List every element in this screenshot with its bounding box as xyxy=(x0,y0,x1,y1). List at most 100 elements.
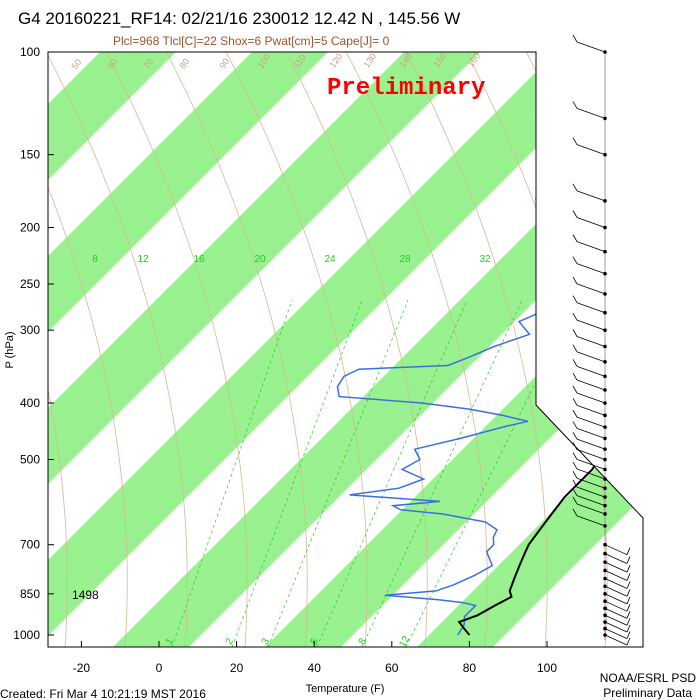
y-axis-label: P (hPa) xyxy=(4,331,16,368)
wind-barb xyxy=(572,234,607,254)
x-tick-label: 40 xyxy=(308,661,322,675)
moist-band xyxy=(417,421,643,647)
plot-frame xyxy=(47,51,644,648)
dry-adiabat-label: 90 xyxy=(217,56,231,70)
dry-adiabat-curve xyxy=(225,52,368,647)
wind-barb xyxy=(572,398,607,418)
wind-barb xyxy=(603,560,631,573)
dewpoint-line xyxy=(336,245,620,636)
y-tick-label: 700 xyxy=(20,538,40,552)
mixing-ratio-label: 5 xyxy=(309,636,322,647)
mixing-ratio-label: 32 xyxy=(479,254,491,265)
dry-adiabat-label: 120 xyxy=(327,52,344,70)
dry-adiabat-label: 70 xyxy=(141,57,155,71)
dry-adiabat-label: 130 xyxy=(361,51,378,69)
wind-barb xyxy=(572,295,607,315)
x-axis-label: Temperature (F) xyxy=(306,683,385,695)
mixing-ratio-label: 8 xyxy=(357,636,370,647)
mixing-ratio-label: 3 xyxy=(260,636,273,647)
wind-barb xyxy=(572,452,607,472)
mixing-ratio-label: 8 xyxy=(92,254,98,265)
y-tick-label: 100 xyxy=(20,45,40,59)
wind-barb xyxy=(572,256,607,276)
wind-barb xyxy=(572,479,607,499)
dry-adiabat-label: 80 xyxy=(177,57,191,71)
wind-barb xyxy=(603,592,631,605)
moist-band xyxy=(48,52,480,484)
mixing-ratio-label: 28 xyxy=(399,254,411,265)
wind-barb xyxy=(572,210,607,230)
wind-barb xyxy=(572,421,607,441)
wind-barb xyxy=(572,385,607,405)
wind-barb xyxy=(572,409,607,429)
chart-subtitle: Plcl=968 Tlcl[C]=22 Shox=6 Pwat[cm]=5 Ca… xyxy=(113,34,390,48)
wind-barb xyxy=(572,431,607,451)
wind-barb xyxy=(603,551,631,564)
preliminary-watermark: Preliminary xyxy=(327,75,485,102)
mixing-ratio-line xyxy=(171,299,293,647)
mixing-ratio-label: 1 xyxy=(164,636,177,647)
mixing-ratio-line xyxy=(405,299,577,647)
moist-band xyxy=(48,52,632,636)
agency-label: NOAA/ESRL PSD xyxy=(600,671,697,685)
mixing-ratio-line xyxy=(267,299,409,647)
wind-barbs xyxy=(572,34,631,646)
wind-barb xyxy=(572,372,607,392)
wind-barb xyxy=(572,183,607,203)
dry-adiabat-curve xyxy=(345,52,488,647)
created-timestamp: Created: Fri Mar 4 10:21:19 MST 2016 xyxy=(0,687,206,700)
dry-adiabat-curve xyxy=(405,52,548,647)
dry-adiabat-curve xyxy=(0,40,7,700)
dry-adiabat-curve xyxy=(640,40,700,700)
x-tick-label: 100 xyxy=(537,661,557,675)
moist-band xyxy=(48,52,176,180)
dry-adiabat-curve xyxy=(48,387,68,647)
wind-barb xyxy=(603,568,631,581)
wind-barb xyxy=(572,508,607,528)
wind-barb xyxy=(603,633,631,646)
mixing-ratio-label: 2 xyxy=(224,636,237,647)
wind-barb xyxy=(572,276,607,296)
x-tick-label: 0 xyxy=(156,661,163,675)
wind-barb xyxy=(603,584,631,597)
chart-title: G4 20160221_RF14: 02/21/16 230012 12.42 … xyxy=(18,9,460,28)
wind-barb xyxy=(603,626,631,639)
mixing-ratio-label: 20 xyxy=(254,254,266,265)
y-tick-label: 850 xyxy=(20,587,40,601)
x-tick-label: 80 xyxy=(463,661,477,675)
x-axis-ticks: -20 0 20 40 60 80 100 xyxy=(73,641,557,675)
wind-panel-mask xyxy=(536,52,643,518)
wind-barb xyxy=(572,101,607,121)
moist-band xyxy=(113,117,643,647)
y-tick-label: 200 xyxy=(20,221,40,235)
wind-barb xyxy=(572,461,607,481)
y-axis-ticks: 100 150 200 250 300 400 500 700 850 1000 xyxy=(13,45,54,642)
y-tick-label: 150 xyxy=(20,148,40,162)
y-tick-label: 300 xyxy=(20,323,40,337)
mixing-ratio-line xyxy=(231,299,363,647)
mixing-ratio-lines xyxy=(171,299,577,647)
moist-band xyxy=(48,52,328,332)
x-tick-label: -20 xyxy=(73,661,91,675)
mixing-ratio-line xyxy=(361,299,523,647)
dry-adiabat-label: 60 xyxy=(105,57,119,71)
dry-adiabat-curve xyxy=(285,52,428,647)
mixing-ratio-label: 24 xyxy=(324,254,336,265)
dry-adiabat-curve xyxy=(48,54,188,647)
wind-barb xyxy=(572,344,607,364)
y-tick-label: 500 xyxy=(20,452,40,466)
wind-barb xyxy=(572,442,607,462)
dry-adiabat-label: 50 xyxy=(69,57,83,71)
preliminary-data-label: Preliminary Data xyxy=(603,686,692,700)
wind-barb xyxy=(603,599,631,612)
wind-barb xyxy=(572,137,607,157)
wind-barb xyxy=(572,496,607,516)
y-tick-label: 400 xyxy=(20,396,40,410)
wind-barb xyxy=(572,34,607,54)
wind-barb xyxy=(572,470,607,490)
wind-barb xyxy=(603,620,631,633)
mixing-ratio-label: 12 xyxy=(137,254,149,265)
